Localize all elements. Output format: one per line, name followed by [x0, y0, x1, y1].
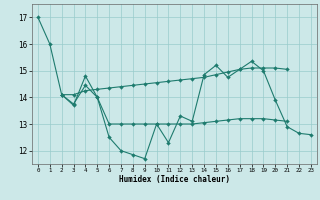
X-axis label: Humidex (Indice chaleur): Humidex (Indice chaleur)	[119, 175, 230, 184]
